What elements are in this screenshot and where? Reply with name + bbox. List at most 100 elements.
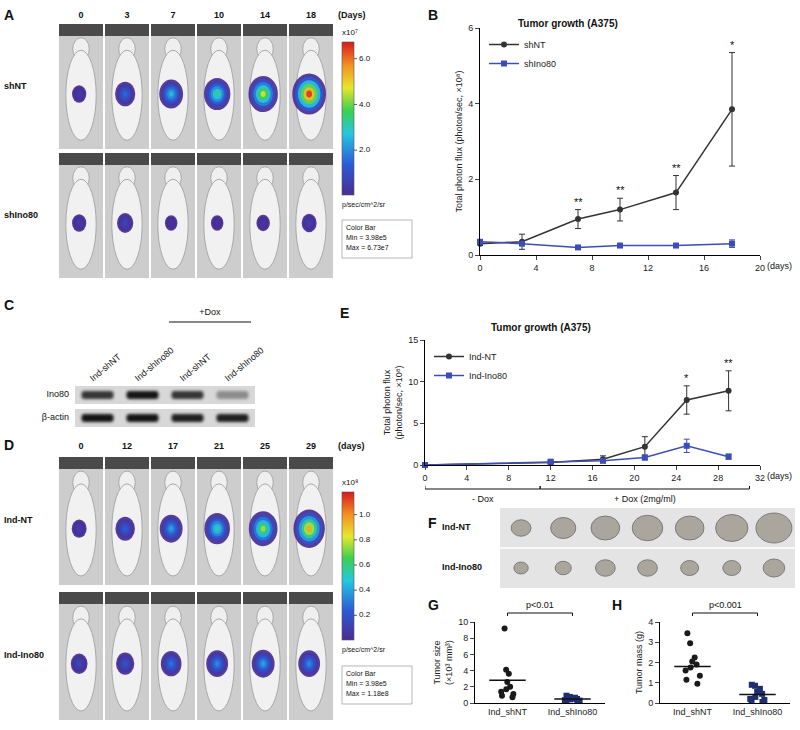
svg-text:20: 20	[629, 473, 639, 483]
svg-text:(days): (days)	[767, 471, 792, 481]
svg-text:32: 32	[755, 473, 765, 483]
svg-text:2: 2	[468, 174, 473, 184]
svg-text:0.6: 0.6	[359, 560, 371, 569]
svg-text:4: 4	[463, 666, 468, 676]
svg-text:shIno80: shIno80	[524, 59, 556, 69]
svg-text:**: **	[724, 357, 733, 369]
svg-text:28: 28	[713, 473, 723, 483]
svg-text:18: 18	[306, 10, 316, 20]
svg-text:+ Dox (2mg/ml): + Dox (2mg/ml)	[614, 494, 676, 504]
svg-text:H: H	[612, 597, 622, 613]
svg-text:0.8: 0.8	[359, 535, 371, 544]
svg-text:G: G	[428, 597, 439, 613]
svg-text:Ind-NT: Ind-NT	[4, 515, 33, 525]
svg-text:Tumor growth (A375): Tumor growth (A375)	[518, 18, 618, 29]
svg-text:Tumor growth (A375): Tumor growth (A375)	[491, 322, 591, 333]
svg-text:14: 14	[260, 10, 270, 20]
svg-text:17: 17	[168, 441, 178, 451]
svg-text:5: 5	[413, 418, 418, 428]
svg-text:- Dox: - Dox	[472, 494, 494, 504]
svg-text:(days): (days)	[767, 261, 792, 271]
svg-text:(Days): (Days)	[338, 10, 366, 20]
svg-text:p/sec/cm^2/sr: p/sec/cm^2/sr	[342, 646, 386, 654]
svg-text:10: 10	[214, 10, 224, 20]
svg-text:3: 3	[124, 10, 129, 20]
svg-text:20: 20	[755, 263, 765, 273]
svg-text:Ind-shNT: Ind-shNT	[178, 352, 213, 384]
svg-text:Ind_shNT: Ind_shNT	[488, 707, 528, 717]
svg-text:16: 16	[699, 263, 709, 273]
svg-text:0: 0	[648, 698, 653, 708]
svg-text:Ind_shIno80: Ind_shIno80	[733, 707, 783, 717]
svg-text:Max = 1.18e8: Max = 1.18e8	[346, 690, 389, 697]
svg-text:Min = 3.98e5: Min = 3.98e5	[346, 234, 387, 241]
svg-text:Tumor size(×10³ mm³): Tumor size(×10³ mm³)	[432, 640, 454, 685]
svg-text:3: 3	[648, 637, 653, 647]
svg-text:0.4: 0.4	[359, 585, 371, 594]
svg-text:Ind-Ino80: Ind-Ino80	[442, 562, 482, 572]
svg-text:Min = 3.98e5: Min = 3.98e5	[346, 680, 387, 687]
svg-text:1.0: 1.0	[359, 510, 371, 519]
svg-text:2.0: 2.0	[359, 145, 371, 154]
svg-text:x10⁸: x10⁸	[342, 478, 358, 487]
svg-text:25: 25	[260, 441, 270, 451]
svg-text:**: **	[574, 196, 583, 208]
svg-text:B: B	[428, 7, 438, 23]
svg-text:x10⁷: x10⁷	[342, 28, 358, 37]
svg-text:24: 24	[671, 473, 681, 483]
svg-text:Tumor mass (g): Tumor mass (g)	[634, 631, 644, 694]
svg-text:0.2: 0.2	[359, 610, 371, 619]
svg-text:4: 4	[464, 473, 469, 483]
svg-text:Ind-Ino80: Ind-Ino80	[469, 371, 507, 381]
svg-text:(days): (days)	[338, 441, 365, 451]
svg-text:4.0: 4.0	[359, 100, 371, 109]
svg-text:8: 8	[589, 263, 594, 273]
svg-text:Total photon flux (photon/sec,: Total photon flux (photon/sec, ×10⁸)	[454, 70, 464, 212]
svg-text:0: 0	[413, 460, 418, 470]
svg-text:0: 0	[78, 10, 83, 20]
svg-text:Ind-shIno80: Ind-shIno80	[133, 345, 176, 383]
svg-text:Color Bar: Color Bar	[346, 670, 376, 677]
svg-text:Ind-NT: Ind-NT	[469, 352, 497, 362]
svg-text:*: *	[730, 39, 735, 51]
svg-text:Max = 6.73e7: Max = 6.73e7	[346, 244, 389, 251]
svg-text:A: A	[4, 7, 14, 23]
svg-text:12: 12	[643, 263, 653, 273]
svg-text:p<0.001: p<0.001	[709, 600, 742, 610]
svg-text:**: **	[672, 162, 681, 174]
svg-text:6.0: 6.0	[359, 54, 371, 63]
svg-text:10: 10	[458, 617, 468, 627]
svg-text:4: 4	[468, 99, 473, 109]
svg-text:Ind-shIno80: Ind-shIno80	[223, 345, 266, 383]
svg-text:Ind-Ino80: Ind-Ino80	[4, 650, 44, 660]
svg-text:21: 21	[214, 441, 224, 451]
svg-text:Color Bar: Color Bar	[346, 224, 376, 231]
svg-text:12: 12	[122, 441, 132, 451]
svg-text:0: 0	[78, 441, 83, 451]
svg-text:8: 8	[506, 473, 511, 483]
svg-text:p/sec/cm^2/sr: p/sec/cm^2/sr	[342, 201, 386, 209]
svg-text:shIno80: shIno80	[4, 210, 38, 220]
svg-text:6: 6	[468, 23, 473, 33]
svg-text:8: 8	[463, 633, 468, 643]
svg-text:2: 2	[463, 682, 468, 692]
svg-text:Ind-NT: Ind-NT	[442, 522, 471, 532]
svg-text:4: 4	[533, 263, 538, 273]
svg-text:6: 6	[463, 650, 468, 660]
svg-text:4: 4	[648, 617, 653, 627]
svg-text:1: 1	[648, 678, 653, 688]
svg-text:0: 0	[463, 698, 468, 708]
svg-text:shNT: shNT	[4, 81, 27, 91]
svg-text:16: 16	[587, 473, 597, 483]
svg-text:shNT: shNT	[524, 40, 546, 50]
svg-text:12: 12	[546, 473, 556, 483]
svg-text:C: C	[4, 297, 14, 313]
svg-text:2: 2	[648, 658, 653, 668]
svg-text:Total photon flux(photon/sec,: Total photon flux(photon/sec, ×10⁸)	[382, 365, 404, 439]
svg-text:Ind-shNT: Ind-shNT	[88, 352, 123, 384]
svg-text:0: 0	[422, 473, 427, 483]
svg-text:7: 7	[170, 10, 175, 20]
svg-text:0: 0	[468, 250, 473, 260]
svg-text:0: 0	[477, 263, 482, 273]
svg-text:E: E	[340, 305, 349, 321]
